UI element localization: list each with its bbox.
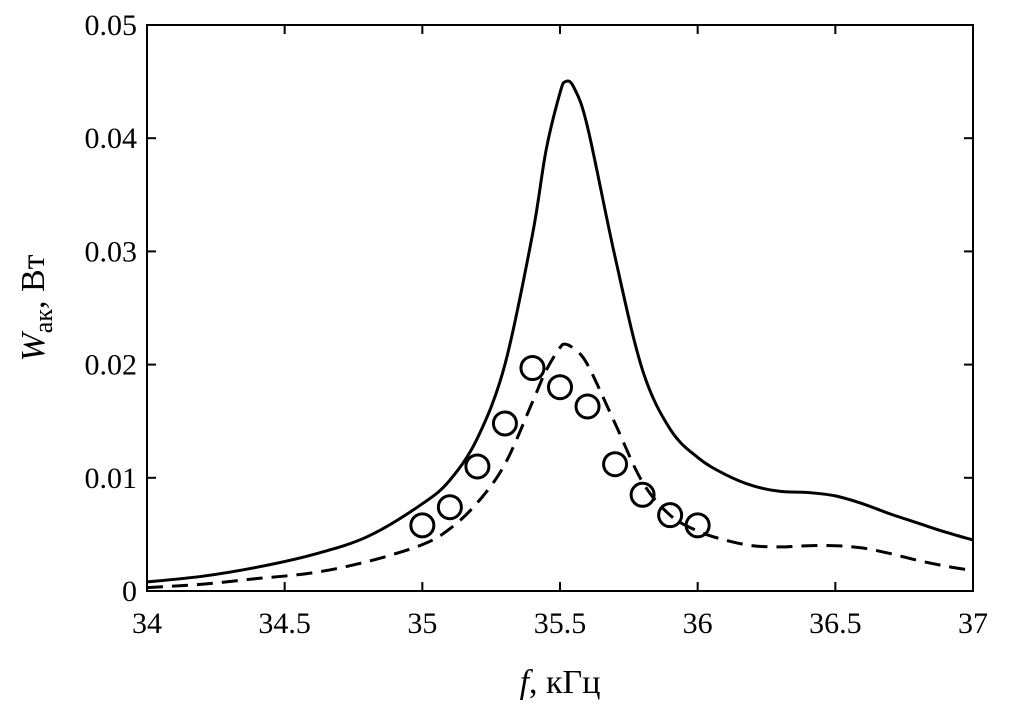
y-tick-label: 0 bbox=[122, 575, 137, 608]
y-tick-label: 0.05 bbox=[85, 9, 138, 42]
y-tick-label: 0.01 bbox=[85, 462, 138, 495]
y-axis-unit: , Вт bbox=[15, 254, 52, 309]
data-point-marker bbox=[602, 451, 629, 478]
data-point-marker bbox=[464, 453, 491, 480]
data-point-marker bbox=[409, 512, 436, 539]
y-axis-subscript: ак bbox=[29, 309, 58, 334]
x-axis-label: f, кГц bbox=[520, 664, 601, 701]
data-point-marker bbox=[684, 512, 711, 539]
x-tick-label: 34 bbox=[132, 607, 162, 640]
y-tick-label: 0.02 bbox=[85, 349, 138, 382]
ticks-layer: 34 34.5 35 35.5 36 36.5 37 0 0.01 0.02 0.03 0.04 0.0… bbox=[85, 9, 989, 640]
x-tick-label: 36 bbox=[683, 607, 713, 640]
data-point-marker bbox=[547, 374, 573, 401]
x-tick-label: 36.5 bbox=[809, 607, 862, 640]
x-tick-label: 35 bbox=[407, 607, 437, 640]
data-point-marker bbox=[519, 354, 546, 381]
plot-frame bbox=[146, 24, 974, 592]
x-tick-label: 35.5 bbox=[534, 607, 587, 640]
data-point-marker bbox=[436, 494, 463, 521]
dashed-series-line bbox=[146, 342, 974, 590]
data-point-marker bbox=[491, 410, 518, 437]
data-point-marker bbox=[574, 393, 601, 420]
solid-series-line bbox=[146, 79, 974, 584]
x-tick-label: 37 bbox=[958, 607, 988, 640]
data-point-marker bbox=[657, 502, 684, 529]
x-axis-unit: , кГц bbox=[529, 664, 600, 701]
y-axis-variable: W bbox=[15, 331, 52, 362]
y-axis-label: Wак, Вт bbox=[15, 254, 58, 361]
x-tick-label: 34.5 bbox=[258, 607, 311, 640]
y-tick-label: 0.03 bbox=[85, 235, 138, 268]
data-point-marker bbox=[629, 481, 656, 508]
series-layer bbox=[146, 79, 974, 590]
y-tick-label: 0.04 bbox=[85, 122, 138, 155]
